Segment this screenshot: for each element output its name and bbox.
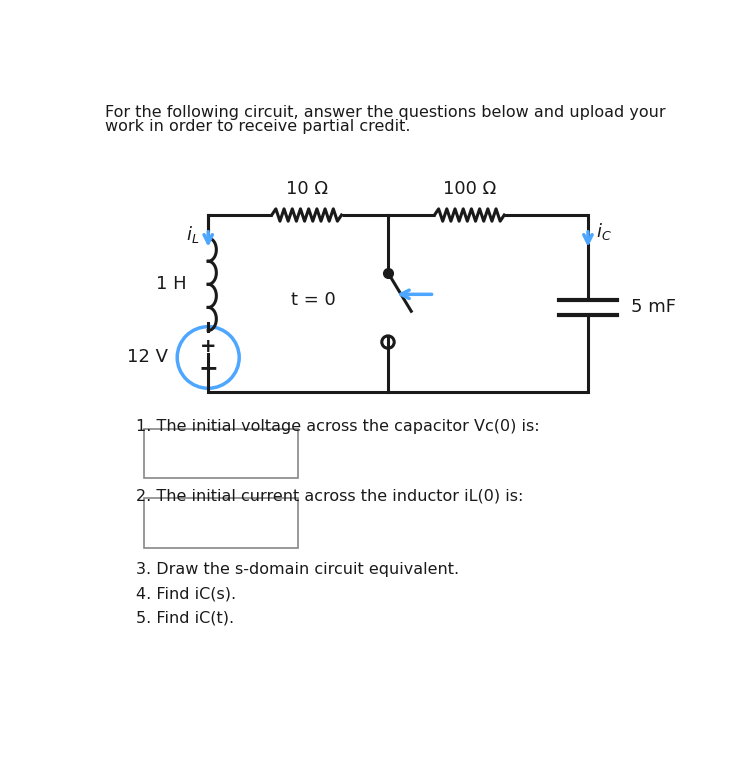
Text: 5 mF: 5 mF <box>631 299 675 317</box>
FancyBboxPatch shape <box>144 499 298 548</box>
Text: 5. Find iC(t).: 5. Find iC(t). <box>136 611 234 626</box>
Text: 2. The initial current across the inductor iL(0) is:: 2. The initial current across the induct… <box>136 489 524 503</box>
FancyBboxPatch shape <box>144 429 298 478</box>
Text: −: − <box>198 356 218 380</box>
Text: t = 0: t = 0 <box>290 291 335 309</box>
Text: $i_L$: $i_L$ <box>186 224 199 245</box>
Text: 10 Ω: 10 Ω <box>286 180 328 198</box>
Text: work in order to receive partial credit.: work in order to receive partial credit. <box>105 119 411 134</box>
Text: $i_C$: $i_C$ <box>595 221 611 242</box>
Text: 12 V: 12 V <box>127 349 168 366</box>
Text: 1. The initial voltage across the capacitor Vc(0) is:: 1. The initial voltage across the capaci… <box>136 419 540 434</box>
Text: 4. Find iC(s).: 4. Find iC(s). <box>136 586 236 601</box>
Text: 1 H: 1 H <box>156 275 186 293</box>
Text: +: + <box>200 337 216 356</box>
Text: 3. Draw the s-domain circuit equivalent.: 3. Draw the s-domain circuit equivalent. <box>136 562 459 576</box>
Text: For the following circuit, answer the questions below and upload your: For the following circuit, answer the qu… <box>105 105 666 120</box>
Text: 100 Ω: 100 Ω <box>443 180 496 198</box>
